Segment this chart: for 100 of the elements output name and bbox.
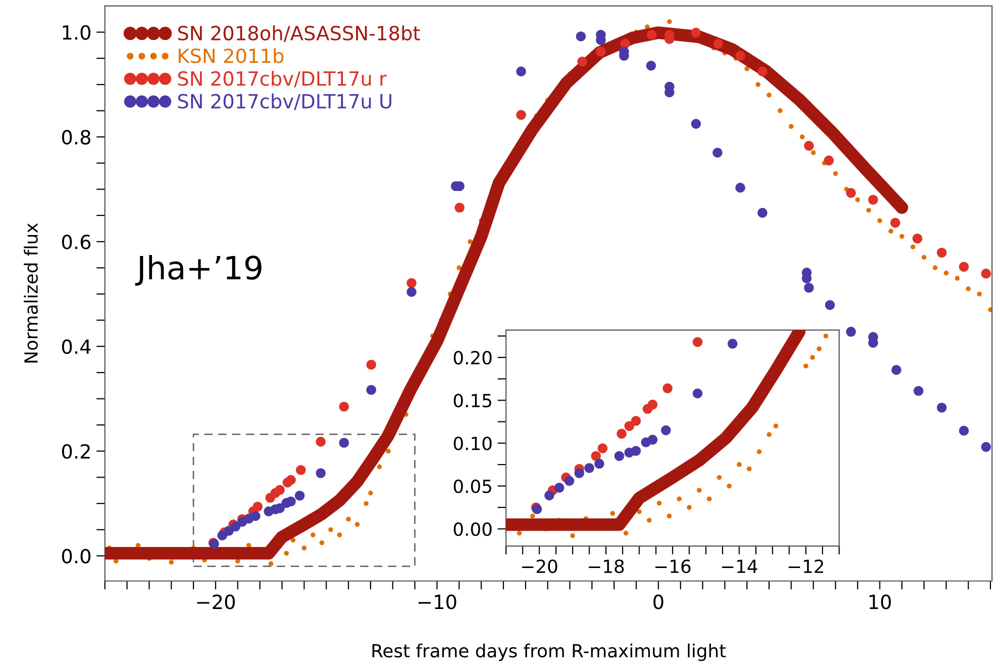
point xyxy=(366,384,376,395)
point xyxy=(981,268,991,278)
point xyxy=(316,468,326,478)
legend-label: SN 2017cbv/DLT17u U xyxy=(178,94,392,110)
point xyxy=(570,533,576,538)
point xyxy=(339,438,349,448)
point xyxy=(823,334,828,338)
point xyxy=(691,28,701,38)
y-tick-label: 0.0 xyxy=(62,548,90,564)
point xyxy=(624,530,628,536)
y-tick-label: 0.15 xyxy=(454,394,492,408)
point xyxy=(614,451,624,461)
point xyxy=(596,46,606,56)
point xyxy=(936,248,947,258)
point xyxy=(726,484,732,488)
point xyxy=(868,194,878,205)
y-tick-label: 0.20 xyxy=(454,350,492,365)
y-tick-label: 0.10 xyxy=(454,436,492,450)
x-tick-label: −16 xyxy=(655,560,690,574)
x-tick-label: −14 xyxy=(722,560,758,573)
point xyxy=(516,530,522,536)
point xyxy=(891,365,902,375)
point xyxy=(773,424,778,428)
point xyxy=(958,426,969,436)
point xyxy=(636,509,642,514)
point xyxy=(230,522,240,532)
point xyxy=(746,466,752,472)
y-tick-label: 0.05 xyxy=(454,479,492,494)
point xyxy=(646,30,657,40)
point xyxy=(406,287,416,297)
point xyxy=(691,118,701,129)
point xyxy=(936,402,947,413)
point xyxy=(516,110,526,120)
point xyxy=(756,449,762,454)
x-tick-label: 10 xyxy=(870,594,891,610)
x-tick-label: −20 xyxy=(197,594,235,610)
point xyxy=(758,208,768,218)
point xyxy=(252,502,263,512)
point xyxy=(454,202,464,213)
point xyxy=(735,182,746,193)
x-tick-label: 0 xyxy=(653,594,664,610)
point xyxy=(810,355,815,360)
point xyxy=(914,386,924,396)
point xyxy=(250,511,260,521)
point xyxy=(339,402,349,412)
point xyxy=(981,442,991,452)
y-tick-label: 1.0 xyxy=(62,25,90,40)
point xyxy=(564,476,574,486)
point xyxy=(217,530,228,540)
point xyxy=(577,56,588,66)
point xyxy=(286,496,296,506)
point xyxy=(296,465,306,475)
point xyxy=(676,496,682,502)
x-tick-label: −18 xyxy=(588,560,624,574)
point xyxy=(766,432,772,437)
point xyxy=(666,514,672,518)
point xyxy=(631,446,641,456)
point xyxy=(803,364,808,368)
point xyxy=(294,490,305,501)
point xyxy=(574,468,584,478)
point xyxy=(591,451,601,461)
legend-label: KSN 2011b xyxy=(178,48,284,64)
point xyxy=(661,425,671,436)
annotation: Jha+’19 xyxy=(135,255,262,286)
point xyxy=(716,475,722,480)
point xyxy=(712,148,722,158)
legend-label: SN 2017cbv/DLT17u r xyxy=(178,70,387,88)
x-tick-label: −12 xyxy=(788,560,824,573)
point xyxy=(758,66,768,76)
point xyxy=(686,505,692,510)
y-axis-title: Normalized flux xyxy=(24,223,38,363)
point xyxy=(692,388,702,398)
x-axis-title: Rest frame days from R-maximum light xyxy=(372,644,726,662)
point xyxy=(610,511,616,516)
point xyxy=(598,443,608,454)
point xyxy=(912,234,922,244)
point xyxy=(406,278,416,288)
point xyxy=(274,484,285,495)
point xyxy=(584,463,594,473)
point xyxy=(804,140,814,151)
point xyxy=(846,188,856,198)
point xyxy=(890,218,900,228)
point xyxy=(696,488,702,493)
point xyxy=(662,383,672,394)
legend-label: SN 2018oh/ASASSN-18bt xyxy=(178,25,420,42)
point xyxy=(530,514,536,518)
point xyxy=(816,346,822,352)
point xyxy=(692,337,702,347)
point xyxy=(316,436,326,447)
point xyxy=(713,38,724,49)
point xyxy=(706,496,712,502)
point xyxy=(624,421,634,431)
y-tick-label: 0.8 xyxy=(62,130,90,145)
point xyxy=(735,50,746,61)
point xyxy=(516,66,526,76)
point xyxy=(656,500,662,506)
point xyxy=(646,518,652,523)
point xyxy=(825,300,835,310)
point xyxy=(728,338,738,349)
y-tick-label: 0.6 xyxy=(62,234,90,250)
